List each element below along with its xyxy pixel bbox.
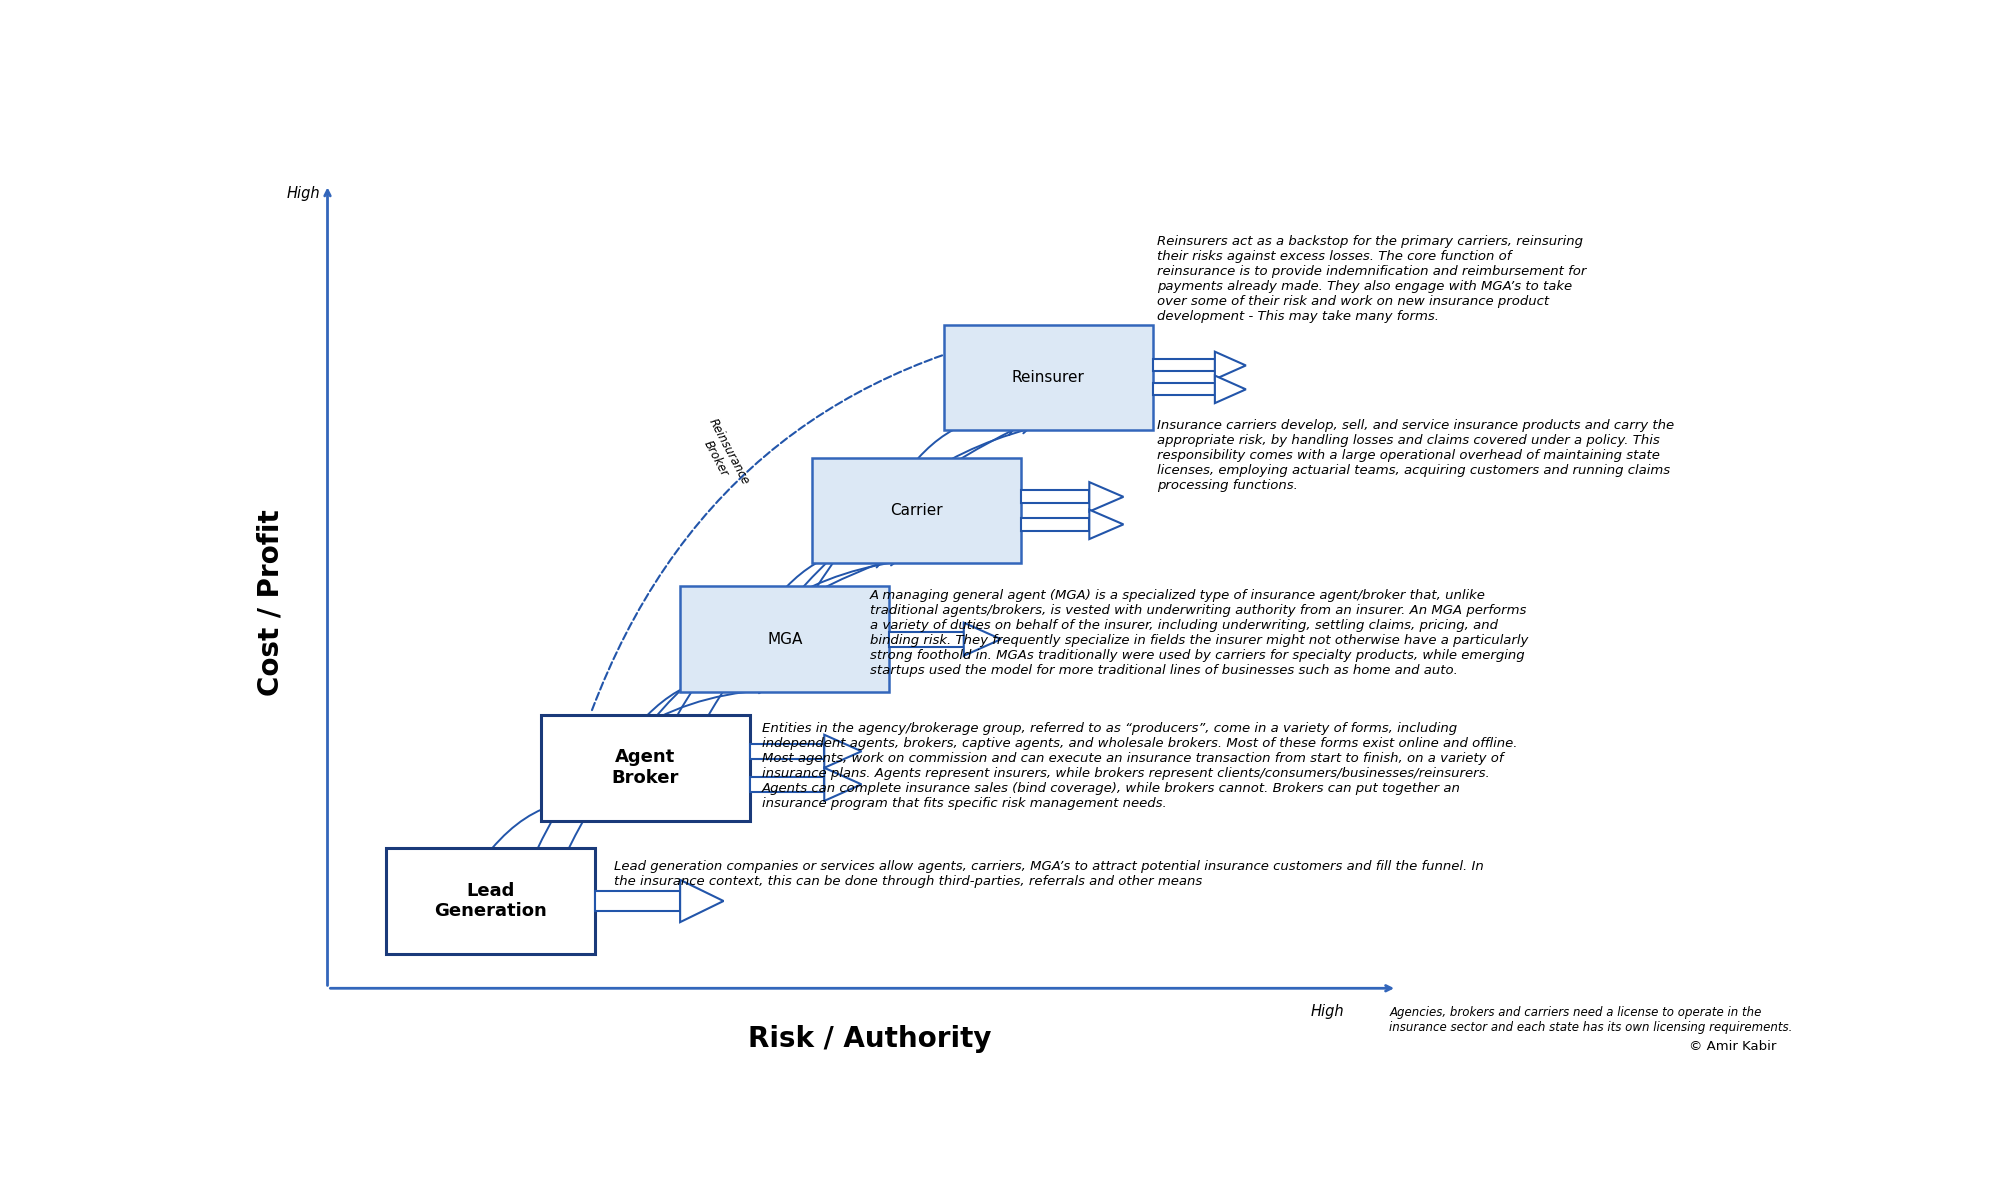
Text: Cost / Profit: Cost / Profit <box>256 509 284 696</box>
Polygon shape <box>594 891 680 911</box>
Text: Reinsurer: Reinsurer <box>1012 370 1084 385</box>
Text: MGA: MGA <box>768 632 802 647</box>
Polygon shape <box>824 735 862 768</box>
Text: Agencies, brokers and carriers need a license to operate in the
insurance sector: Agencies, brokers and carriers need a li… <box>1390 1006 1792 1034</box>
Text: Carrier: Carrier <box>890 503 942 518</box>
Polygon shape <box>1214 376 1246 403</box>
FancyBboxPatch shape <box>540 715 750 821</box>
Text: High: High <box>286 186 320 202</box>
Text: Insurance carriers develop, sell, and service insurance products and carry the
a: Insurance carriers develop, sell, and se… <box>1156 419 1674 492</box>
Polygon shape <box>964 623 1000 656</box>
Text: High: High <box>1310 1003 1344 1019</box>
Text: Reinsurers act as a backstop for the primary carriers, reinsuring
their risks ag: Reinsurers act as a backstop for the pri… <box>1156 235 1586 323</box>
Text: Agent
Broker: Agent Broker <box>612 748 678 787</box>
FancyBboxPatch shape <box>812 458 1022 563</box>
Polygon shape <box>890 632 964 647</box>
Text: © Amir Kabir: © Amir Kabir <box>1690 1039 1776 1052</box>
Text: Entities in the agency/brokerage group, referred to as “producers”, come in a va: Entities in the agency/brokerage group, … <box>762 722 1518 810</box>
Polygon shape <box>1022 518 1090 531</box>
Text: Lead
Generation: Lead Generation <box>434 882 546 921</box>
Polygon shape <box>1090 482 1124 512</box>
Polygon shape <box>680 880 724 922</box>
Polygon shape <box>1152 383 1214 395</box>
Polygon shape <box>750 777 824 792</box>
FancyBboxPatch shape <box>680 587 890 692</box>
Polygon shape <box>1022 490 1090 503</box>
Polygon shape <box>824 768 862 801</box>
Polygon shape <box>1090 509 1124 539</box>
Polygon shape <box>750 744 824 759</box>
FancyBboxPatch shape <box>944 324 1152 431</box>
Text: Lead generation companies or services allow agents, carriers, MGA’s to attract p: Lead generation companies or services al… <box>614 860 1484 888</box>
Text: A managing general agent (MGA) is a specialized type of insurance agent/broker t: A managing general agent (MGA) is a spec… <box>870 588 1528 676</box>
Text: Risk / Authority: Risk / Authority <box>748 1025 992 1052</box>
Polygon shape <box>1152 359 1214 371</box>
FancyBboxPatch shape <box>386 848 594 954</box>
Text: Reinsurance
Broker: Reinsurance Broker <box>694 416 752 494</box>
Polygon shape <box>1214 352 1246 379</box>
